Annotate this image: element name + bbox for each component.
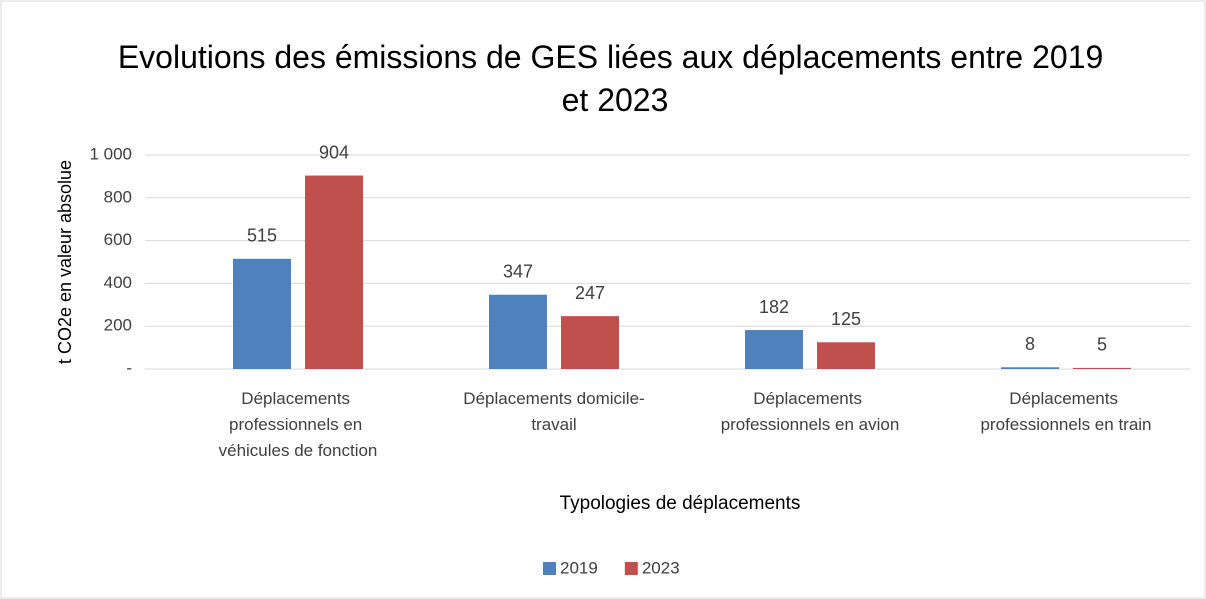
data-label: 5 — [1097, 335, 1107, 355]
y-tick-label: 600 — [104, 230, 132, 249]
bar — [305, 175, 363, 369]
data-label: 904 — [319, 142, 349, 162]
y-tick-label: 800 — [104, 187, 132, 206]
data-label: 247 — [575, 283, 605, 303]
x-tick-label: Déplacements professionnels en véhicules… — [219, 389, 378, 460]
bar — [817, 342, 875, 369]
x-axis-title: Typologies de déplacements — [560, 493, 801, 514]
data-label: 125 — [831, 309, 861, 329]
chart-title: Evolutions des émissions de GES liées au… — [118, 39, 1112, 118]
x-tick-label: Déplacements domicile-travail — [463, 389, 644, 434]
x-tick-label: Déplacements professionnels en avion — [721, 389, 900, 434]
legend-swatch — [624, 562, 638, 575]
bar — [561, 316, 619, 369]
y-tick-label: 200 — [104, 316, 132, 335]
bar — [745, 330, 803, 369]
bar — [1073, 367, 1131, 369]
y-tick-label: 400 — [104, 273, 132, 292]
y-axis-title: t CO2e en valeur absolue — [55, 160, 75, 364]
legend-label: 2019 — [560, 558, 598, 577]
legend-label: 2023 — [642, 558, 680, 577]
bar — [489, 294, 547, 369]
data-label: 182 — [759, 297, 789, 317]
data-label: 515 — [247, 226, 277, 246]
bar — [1001, 367, 1059, 369]
legend-swatch — [543, 562, 556, 575]
x-tick-label: Déplacements professionnels en train — [980, 389, 1151, 434]
y-tick-label: - — [126, 358, 132, 377]
data-label: 347 — [503, 261, 533, 281]
y-tick-label: 1 000 — [89, 144, 132, 163]
data-label: 8 — [1025, 334, 1035, 354]
bar — [233, 258, 291, 369]
